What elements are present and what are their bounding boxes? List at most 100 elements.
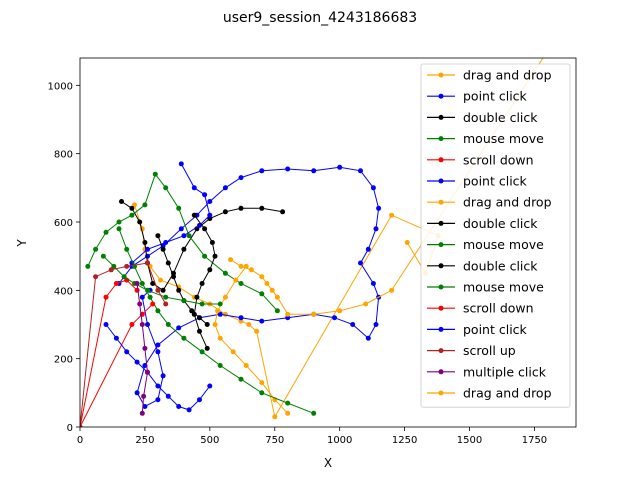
data-point (178, 161, 184, 167)
series-line (87, 173, 278, 312)
data-point (311, 311, 317, 317)
data-point (202, 253, 208, 259)
legend-label: drag and drop (463, 195, 552, 210)
data-point (155, 308, 161, 314)
data-point (116, 226, 122, 232)
legend-swatch-marker (438, 305, 444, 311)
data-point (129, 322, 135, 327)
data-point (259, 291, 265, 297)
series-line (80, 303, 154, 427)
data-point (155, 233, 161, 239)
data-point (269, 287, 275, 293)
legend-swatch-marker (438, 263, 444, 269)
legend-entry: mouse move (427, 131, 544, 146)
data-point (274, 294, 280, 300)
data-point (238, 175, 244, 181)
data-point (197, 328, 202, 334)
data-point (139, 322, 145, 327)
data-point (259, 390, 265, 396)
legend-label: point click (463, 89, 528, 104)
data-point (155, 349, 161, 355)
series-16 (228, 58, 544, 317)
data-point (129, 212, 135, 218)
plot-frame (79, 57, 577, 428)
data-point (222, 311, 228, 317)
series-line (193, 214, 216, 349)
data-point (85, 263, 91, 269)
legend-label: drag and drop (463, 68, 552, 83)
data-point (217, 363, 223, 368)
data-point (103, 229, 109, 235)
legend-entry: scroll up (427, 343, 516, 358)
data-point (197, 315, 202, 321)
data-point (285, 410, 291, 416)
legend-label: mouse move (463, 131, 544, 146)
data-point (150, 301, 156, 307)
legend-entry: drag and drop (427, 68, 552, 83)
legend-swatch-marker (438, 326, 444, 332)
series-1 (132, 202, 441, 420)
x-tick-label: 1250 (392, 435, 417, 446)
data-point (376, 205, 382, 211)
data-point (181, 298, 187, 304)
data-point (155, 342, 161, 348)
data-point (165, 393, 171, 399)
data-point (147, 294, 153, 300)
data-point (280, 209, 286, 215)
y-tick-label: 0 (67, 423, 73, 434)
data-point (365, 335, 371, 341)
legend-label: multiple click (463, 364, 547, 379)
series-10 (191, 212, 218, 351)
data-point (176, 205, 182, 211)
data-point (373, 226, 379, 232)
legend-swatch-marker (438, 220, 444, 226)
data-point (176, 287, 182, 293)
data-point (142, 345, 148, 351)
data-point (163, 240, 169, 245)
data-point (100, 253, 106, 259)
data-point (199, 281, 205, 286)
data-point (145, 287, 150, 293)
data-point (129, 205, 135, 211)
data-point (139, 281, 145, 286)
data-point (145, 246, 150, 252)
legend-swatch-marker (438, 93, 444, 99)
data-point (93, 274, 99, 280)
data-point (285, 166, 291, 172)
data-point (222, 294, 228, 300)
series-11 (100, 253, 223, 307)
data-point (254, 328, 260, 334)
legend-entry: scroll down (427, 301, 534, 316)
series-3 (119, 199, 286, 293)
legend-entry: double click (427, 110, 538, 125)
data-point (248, 267, 254, 273)
legend-entry: mouse move (427, 237, 544, 252)
data-point (222, 270, 228, 276)
data-point (141, 393, 147, 399)
data-point (113, 335, 119, 341)
data-point (199, 349, 205, 355)
data-point (259, 205, 265, 211)
data-point (93, 246, 99, 252)
data-point (337, 164, 343, 170)
legend-swatch-marker (438, 136, 444, 142)
legend-label: scroll up (463, 343, 516, 358)
data-point (389, 287, 395, 293)
legend-entry: scroll down (427, 152, 534, 167)
series-14 (80, 260, 169, 427)
legend-swatch-marker (438, 242, 444, 248)
y-tick-label: 200 (54, 355, 73, 366)
y-tick-label: 600 (54, 218, 73, 229)
data-point (160, 246, 166, 252)
data-point (142, 202, 148, 208)
data-point (134, 287, 140, 293)
y-tick-label: 400 (54, 286, 73, 297)
data-point (207, 199, 213, 204)
legend-label: double click (463, 110, 538, 125)
legend-label: scroll down (463, 152, 534, 167)
legend-label: point click (463, 174, 528, 189)
legend-entry: double click (427, 258, 538, 273)
data-point (165, 260, 171, 266)
data-point (246, 322, 252, 327)
y-axis-label: Y (15, 239, 29, 248)
